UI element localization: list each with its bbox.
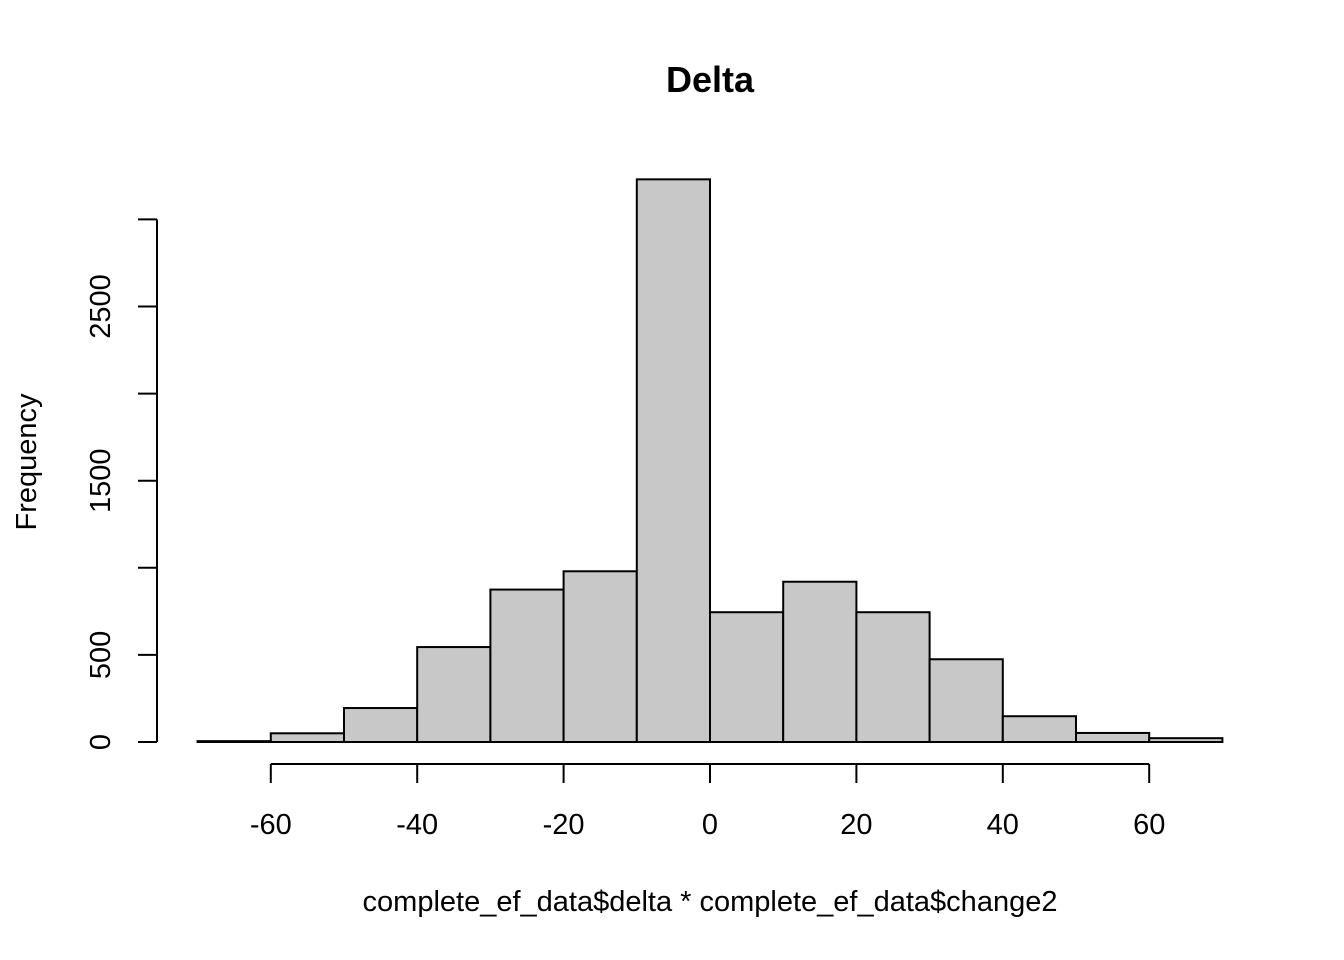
x-axis: -60 -40 -20 0 20 40 60 xyxy=(250,763,1165,841)
histogram-bar xyxy=(1001,715,1077,743)
y-tick-label: 1500 xyxy=(85,448,117,513)
histogram-bar xyxy=(489,588,565,744)
histogram-bar xyxy=(1148,737,1224,744)
x-tick-label: 0 xyxy=(702,809,718,841)
y-tick-label: 2500 xyxy=(85,274,117,339)
histogram-bar xyxy=(855,611,931,744)
y-axis: 0 500 1500 2500 xyxy=(85,218,158,750)
histogram-bar xyxy=(1075,731,1151,743)
y-tick-label: 0 xyxy=(85,734,117,750)
x-tick-label: 60 xyxy=(1133,809,1165,841)
y-tick-label: 500 xyxy=(85,631,117,679)
histogram-bar xyxy=(343,707,419,744)
bars-group xyxy=(196,178,1224,744)
x-tick-label: -20 xyxy=(543,809,585,841)
x-tick-label: 40 xyxy=(987,809,1019,841)
histogram-bar xyxy=(269,732,345,743)
x-axis-label: complete_ef_data$delta * complete_ef_dat… xyxy=(363,886,1058,918)
histogram-bar xyxy=(416,646,492,743)
y-axis-label: Frequency xyxy=(11,393,43,531)
histogram-bar xyxy=(196,740,272,744)
histogram-bar xyxy=(562,570,638,743)
x-tick-label: -40 xyxy=(396,809,438,841)
histogram-bar xyxy=(709,611,785,744)
chart-title: Delta xyxy=(666,59,755,100)
histogram-bar xyxy=(928,658,1004,744)
x-tick-label: 20 xyxy=(840,809,872,841)
histogram-bar xyxy=(635,178,711,744)
x-tick-label: -60 xyxy=(250,809,292,841)
histogram-bar xyxy=(782,580,858,744)
